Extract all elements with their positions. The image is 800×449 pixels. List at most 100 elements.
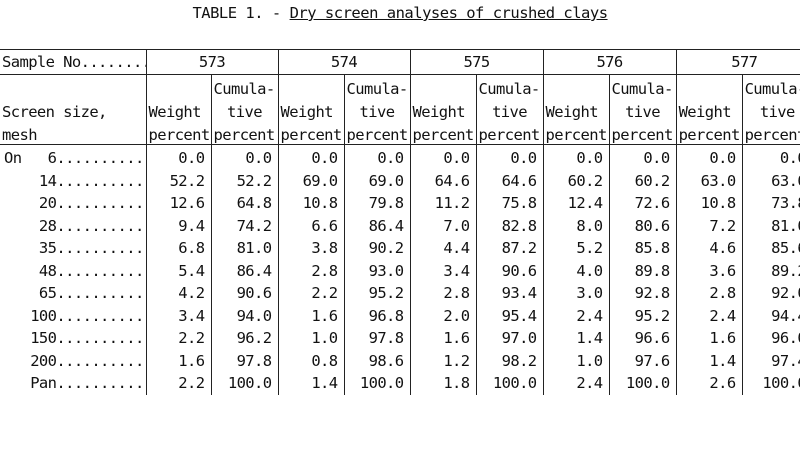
table-title-text: Dry screen analyses of crushed clays [289,4,608,22]
cum-header: Cumula- [608,74,677,98]
weight-percent-cell: 2.8 [409,282,477,305]
weight-percent-cell: 10.8 [675,192,743,215]
weight-percent-cell: 1.0 [277,327,345,350]
mesh-size-label: 48........... [4,261,146,280]
weight-percent-cell: 1.6 [675,327,743,350]
sample-577: 577 [675,49,800,75]
weight-percent-cell: 10.8 [277,192,345,215]
cumulative-percent-cell: 0.0 [475,144,544,170]
cumulative-percent-cell: 100.0 [343,372,411,395]
tive-header: tive [343,98,411,121]
cum-header: Cumula- [210,74,279,98]
cumulative-percent-cell: 89.2 [741,259,800,282]
cumulative-percent-cell: 60.2 [608,169,677,192]
weight-percent-cell: 2.8 [675,282,743,305]
weight-percent-cell: 2.2 [145,327,211,350]
table-body: On 6........... 0.0 0.0 0.0 0.0 0.0 0.0 0.0 0.0 0… [0,144,800,395]
weight-percent-cell: 2.4 [542,304,610,327]
cumulative-percent-cell: 96.0 [741,327,800,350]
weight-percent-cell: 64.6 [409,169,477,192]
weight-percent-cell: 4.6 [675,237,743,260]
table-title: TABLE 1. - Dry screen analyses of crushe… [0,4,800,22]
screen-analysis-table: Sample No......... 573 574 575 576 577 C… [0,49,800,395]
mesh-size-label: Pan........... [4,374,146,393]
cumulative-percent-cell: 100.0 [475,372,544,395]
cumulative-percent-cell: 98.6 [343,349,411,372]
cumulative-percent-cell: 95.4 [475,304,544,327]
weight-percent-cell: 8.0 [542,214,610,237]
cumulative-percent-cell: 0.0 [608,144,677,170]
weight-percent-cell: 1.6 [277,304,345,327]
weight-header: Weight [145,98,211,121]
percent-header: percent [475,121,544,145]
weight-percent-cell: 0.0 [277,144,345,170]
weight-percent-cell: 3.0 [542,282,610,305]
sample-label: Sample No......... [0,49,146,75]
cumulative-percent-cell: 64.8 [210,192,279,215]
percent-header: percent [675,121,743,145]
weight-percent-cell: 2.8 [277,259,345,282]
cumulative-percent-cell: 100.0 [608,372,677,395]
weight-percent-cell: 11.2 [409,192,477,215]
tive-header: tive [741,98,800,121]
weight-percent-cell: 2.4 [675,304,743,327]
cumulative-percent-cell: 64.6 [475,169,544,192]
table-row: 28........... 9.4 74.2 6.6 86.4 7.0 82.8 8.0 80.… [0,214,800,237]
table-row: 20........... 12.6 64.8 10.8 79.8 11.2 75.8 12.… [0,192,800,215]
cumulative-percent-cell: 69.0 [343,169,411,192]
weight-header: Weight [409,98,477,121]
mesh-size-label: 200........... [4,351,146,370]
weight-percent-cell: 0.0 [675,144,743,170]
weight-percent-cell: 3.8 [277,237,345,260]
table-row: 14........... 52.2 52.2 69.0 69.0 64.6 64.6 60.… [0,169,800,192]
cumulative-percent-cell: 0.0 [210,144,279,170]
cumulative-percent-cell: 89.8 [608,259,677,282]
cumulative-percent-cell: 90.2 [343,237,411,260]
cumulative-percent-cell: 81.0 [741,214,800,237]
weight-percent-cell: 3.4 [409,259,477,282]
weight-percent-cell: 0.0 [542,144,610,170]
weight-percent-cell: 2.2 [145,372,211,395]
percent-header: percent [741,121,800,145]
weight-percent-cell: 4.2 [145,282,211,305]
table-row: Pan........... 2.2 100.0 1.4 100.0 1.8 100.0 2.… [0,372,800,395]
weight-header: Weight [675,98,743,121]
weight-percent-cell: 9.4 [145,214,211,237]
cumulative-percent-cell: 100.0 [210,372,279,395]
cumulative-percent-cell: 95.2 [608,304,677,327]
cumulative-percent-cell: 0.0 [343,144,411,170]
weight-percent-cell: 1.6 [145,349,211,372]
weight-percent-cell: 3.6 [675,259,743,282]
weight-percent-cell: 12.4 [542,192,610,215]
mesh-size-label: 35........... [4,239,146,258]
mesh-size-label: 14........... [4,171,146,190]
weight-percent-cell: 5.4 [145,259,211,282]
cumulative-percent-cell: 97.4 [741,349,800,372]
table-title-prefix: TABLE 1. - [192,4,290,22]
cumulative-percent-cell: 96.6 [608,327,677,350]
cum-header: Cumula- [343,74,411,98]
weight-percent-cell: 5.2 [542,237,610,260]
cumulative-percent-cell: 75.8 [475,192,544,215]
weight-percent-cell: 52.2 [145,169,211,192]
cumulative-percent-cell: 90.6 [210,282,279,305]
weight-percent-cell: 6.6 [277,214,345,237]
weight-percent-cell: 0.8 [277,349,345,372]
cum-header: Cumula- [475,74,544,98]
cumulative-percent-cell: 94.0 [210,304,279,327]
header-row-2: Screen size, Weight tive Weight tive Wei… [0,98,800,121]
sample-576: 576 [542,49,677,75]
cumulative-percent-cell: 52.2 [210,169,279,192]
weight-percent-cell: 0.0 [409,144,477,170]
cumulative-percent-cell: 93.4 [475,282,544,305]
mesh-size-label: 100........... [4,306,146,325]
percent-header: percent [145,121,211,145]
percent-header: percent [608,121,677,145]
cumulative-percent-cell: 92.0 [741,282,800,305]
cumulative-percent-cell: 94.4 [741,304,800,327]
tive-header: tive [608,98,677,121]
sample-575: 575 [409,49,544,75]
cumulative-percent-cell: 63.0 [741,169,800,192]
weight-percent-cell: 60.2 [542,169,610,192]
percent-header: percent [210,121,279,145]
